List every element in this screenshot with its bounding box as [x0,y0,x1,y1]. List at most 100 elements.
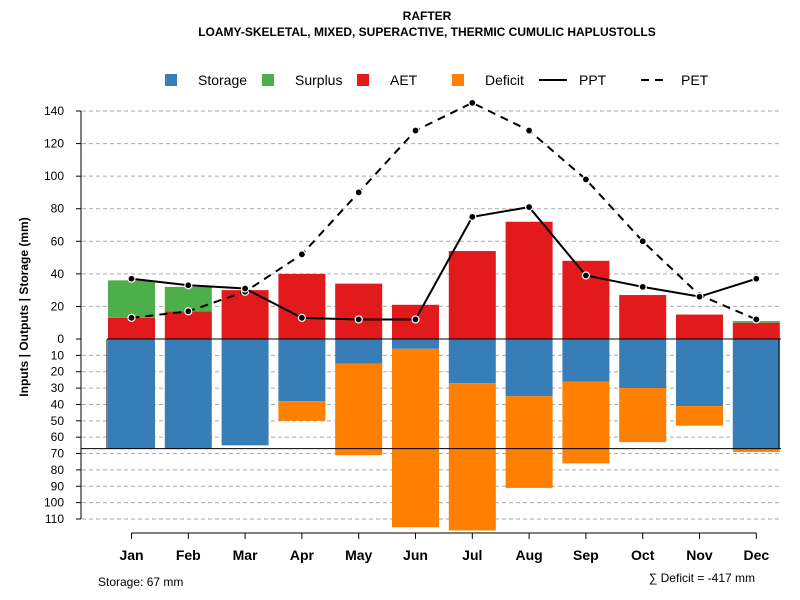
bar-storage-aug [505,339,553,397]
y-tick-label-lower-50: 50 [51,414,65,428]
x-tick-label-aug: Aug [515,547,542,563]
bar-aet-apr [278,273,326,339]
ppt-line [131,205,757,321]
ppt-point-jul [468,212,477,221]
x-tick-label-feb: Feb [176,547,201,563]
y-tick-label-upper-20: 20 [51,299,65,313]
pet-line [131,101,757,321]
line-series [127,98,761,324]
pet-point-jan [127,313,136,322]
y-tick-label-lower-60: 60 [51,430,65,444]
bar-storage-nov [676,339,723,407]
bar-aet-dec [732,322,780,339]
pet-point-aug [524,126,534,135]
y-tick-label-lower-70: 70 [51,447,65,461]
pet-point-dec [752,315,761,324]
legend-label-deficit: Deficit [485,72,524,88]
bar-storage-oct [619,339,667,389]
bar-storage-apr [278,339,326,402]
bar-storage-jul [448,339,496,384]
legend-label-pet: PET [681,72,709,88]
ppt-point-jun [411,315,420,324]
bar-deficit-oct [619,388,667,443]
pet-point-jul [468,98,477,107]
y-tick-label-lower-30: 30 [51,381,65,395]
chart-title: RAFTER [403,9,452,23]
bar-storage-dec [732,339,780,449]
bars [81,221,781,531]
bar-aet-mar [221,290,269,339]
deficit-label: ∑ Deficit = -417 mm [649,571,755,585]
y-tick-label-upper-60: 60 [51,234,65,248]
ppt-point-feb [184,281,193,290]
legend-label-surplus: Surplus [295,72,342,88]
bar-storage-jun [392,339,439,349]
pet-point-may [354,188,363,197]
y-tick-label-upper-40: 40 [51,267,65,281]
y-tick-label-upper-80: 80 [51,202,65,216]
bar-aet-nov [676,314,723,339]
ppt-point-dec [752,274,761,283]
x-tick-label-jan: Jan [119,547,143,563]
bar-surplus-jan [108,280,155,318]
ppt-point-nov [695,292,704,301]
bar-storage-jan [108,339,155,449]
bar-aet-feb [164,311,212,339]
y-tick-label-lower-90: 90 [51,479,65,493]
y-tick-label-upper-100: 100 [44,169,64,183]
bar-deficit-dec [732,448,780,452]
x-tick-label-may: May [345,547,372,563]
y-tick-label-lower-80: 80 [51,463,65,477]
bar-storage-mar [221,339,269,446]
y-axis-title: Inputs | Outputs | Storage (mm) [17,217,31,396]
bar-deficit-may [335,363,383,456]
ppt-point-aug [524,202,534,212]
legend-swatch-surplus [262,74,274,86]
x-tick-label-apr: Apr [290,547,315,563]
x-tick-label-sep: Sep [573,547,599,563]
bar-deficit-nov [676,406,723,426]
bar-aet-jan [108,317,155,339]
bar-storage-feb [164,339,212,449]
legend: Storage Surplus AET Deficit PPT PET [165,72,709,88]
y-tick-label-upper-0: 0 [57,332,64,346]
bar-storage-may [335,339,383,364]
x-tick-label-mar: Mar [233,547,258,563]
y-tick-label-upper-120: 120 [44,137,64,151]
bar-aet-may [335,283,383,339]
pet-point-oct [638,237,647,246]
ppt-point-mar [241,284,250,293]
legend-label-ppt: PPT [579,72,607,88]
pet-point-feb [184,307,193,316]
legend-label-aet: AET [390,72,418,88]
bar-deficit-aug [505,396,553,488]
pet-point-jun [411,126,420,135]
x-tick-label-dec: Dec [743,547,769,563]
y-tick-label-lower-100: 100 [44,496,64,510]
y-tick-label-lower-20: 20 [51,365,65,379]
legend-label-storage: Storage [198,72,247,88]
ppt-point-apr [297,313,306,322]
ppt-point-jan [127,274,136,283]
x-tick-label-jul: Jul [462,547,482,563]
bar-storage-sep [562,339,610,382]
ppt-point-may [354,315,363,324]
x-tick-label-jun: Jun [403,547,428,563]
bar-deficit-apr [278,401,326,421]
legend-swatch-aet [357,74,369,86]
axes: 0 20 40 60 80 100 120 140 10 20 30 40 50 60 70 80 90 100 1… [44,104,769,563]
x-tick-label-nov: Nov [686,547,713,563]
legend-swatch-deficit [452,74,464,86]
y-tick-label-lower-40: 40 [51,397,65,411]
legend-swatch-storage [165,74,177,86]
y-tick-label-upper-140: 140 [44,104,64,118]
bar-deficit-jul [448,383,496,531]
pet-point-sep [581,175,591,184]
ppt-point-oct [638,282,647,291]
chart-subtitle: LOAMY-SKELETAL, MIXED, SUPERACTIVE, THER… [198,25,656,39]
ppt-point-sep [581,271,591,280]
bar-deficit-sep [562,381,610,464]
bar-aet-aug [505,221,553,339]
y-tick-label-lower-10: 10 [51,348,65,362]
